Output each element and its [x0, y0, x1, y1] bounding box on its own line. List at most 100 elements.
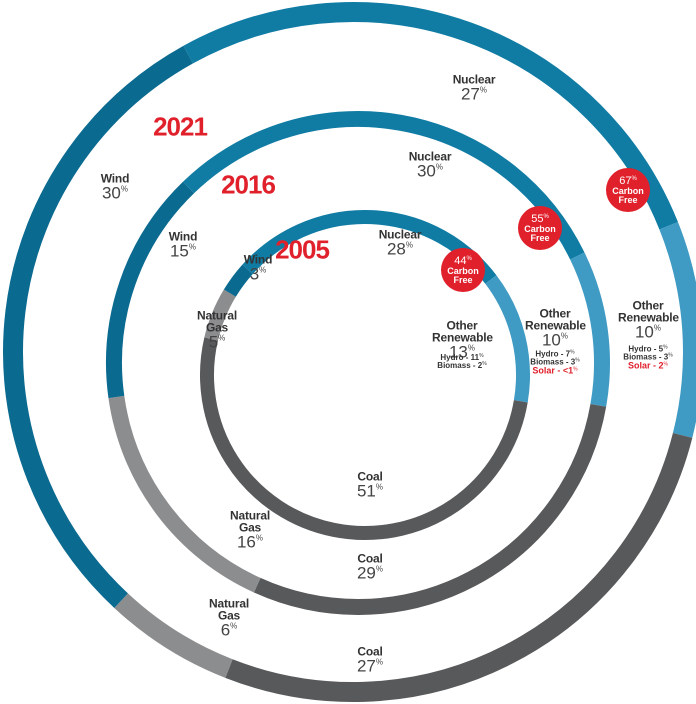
detail: Solar - 2% [623, 360, 672, 371]
segment-name: Wind [168, 229, 198, 244]
separator: - [560, 349, 564, 359]
unit: % [663, 361, 668, 368]
separator: - [565, 357, 569, 367]
detail: Hydro - 7% [530, 349, 579, 359]
year-label: 2016 [221, 169, 276, 200]
unit: % [668, 352, 673, 359]
value: 27 [356, 656, 376, 676]
unit: % [259, 265, 267, 275]
segment-value: 30% [400, 163, 460, 180]
separator: - [557, 365, 561, 376]
unit: % [375, 564, 384, 574]
detail: Biomass - 3% [530, 357, 580, 367]
value: 13 [448, 342, 468, 362]
value: 10 [541, 330, 561, 350]
detail-name: Biomass [623, 352, 657, 362]
segment-name: Wind [100, 171, 130, 186]
detail-name: Hydro [440, 353, 464, 362]
detail-name: Hydro [628, 344, 652, 354]
detail-value: 2 [477, 361, 483, 370]
segment-value: 10% [525, 332, 585, 349]
ring-segment [3, 45, 194, 608]
unit: % [575, 357, 580, 364]
value: 15 [169, 241, 189, 261]
unit: % [573, 366, 578, 373]
segment-name: Coal [357, 644, 383, 659]
detail: Hydro - 11% [437, 354, 486, 362]
unit: % [663, 344, 668, 351]
detail-value: 3 [663, 352, 669, 362]
details: Hydro - 11% Biomass - 2% [437, 354, 486, 370]
details: Hydro - 5% Biomass - 3% Solar - 2% [623, 344, 673, 371]
segment-name: Nuclear [408, 149, 452, 164]
segment-name: Coal [357, 551, 383, 566]
segment-value: 3% [228, 266, 288, 283]
ring-segment [182, 111, 585, 260]
value: 10 [634, 322, 654, 342]
segment-label: Natural Gas 6% [199, 598, 259, 639]
unit: % [570, 349, 575, 356]
detail-name: Solar [532, 365, 555, 376]
detail-name: Solar [627, 360, 651, 371]
ring-segment [183, 2, 678, 230]
value: 29 [356, 563, 376, 583]
unit: % [375, 482, 384, 492]
unit: % [479, 85, 488, 95]
separator: - [472, 361, 476, 370]
ring-segment [225, 432, 693, 702]
segment-value: 27% [340, 658, 400, 675]
value: 30 [416, 161, 436, 181]
unit: % [230, 621, 238, 631]
segment-label: Nuclear 28% [370, 229, 430, 258]
segment-value: 13% [432, 344, 492, 361]
unit: % [375, 657, 384, 667]
segment-value: 28% [370, 241, 430, 258]
value: 67 [619, 174, 632, 187]
unit: % [435, 162, 444, 172]
value: 51 [356, 481, 376, 501]
segment-label: Natural Gas 16% [220, 510, 280, 551]
detail-value: 11 [470, 353, 480, 362]
segment-name: Nuclear [378, 227, 422, 242]
segment-name: Wind [243, 252, 273, 267]
segment-value: 10% [618, 324, 678, 341]
detail-value: 7 [565, 349, 571, 359]
year-label: 2005 [275, 234, 330, 265]
value: 16 [236, 532, 256, 552]
ring-segment [108, 395, 261, 593]
badge-text: Carbon Free [524, 223, 556, 243]
separator: - [653, 360, 657, 371]
carbon-free-badge: 55% Carbon Free [518, 206, 562, 250]
segment-name: Other Renewable [525, 306, 586, 333]
unit: % [479, 353, 484, 359]
segment-value: 51% [340, 483, 400, 500]
detail: Biomass - 2% [437, 362, 486, 370]
unit: % [218, 333, 226, 343]
unit: % [543, 213, 549, 220]
value: 30 [101, 183, 121, 203]
segment-value: 16% [220, 534, 280, 551]
segment-value: 6% [199, 622, 259, 639]
segment-name: Nuclear [452, 72, 496, 87]
separator: - [658, 352, 662, 362]
ring-segment [106, 181, 195, 399]
segment-name: Other Renewable [618, 298, 679, 325]
detail: Solar - <1% [530, 365, 579, 376]
unit: % [405, 240, 414, 250]
detail-value: <1 [562, 365, 574, 376]
detail: Hydro - 5% [623, 344, 672, 354]
unit: % [188, 242, 197, 252]
ring-segment [223, 264, 253, 297]
carbon-free-badge: 44% Carbon Free [441, 248, 485, 292]
ring-segment [570, 252, 610, 407]
unit: % [466, 255, 472, 262]
unit: % [482, 361, 487, 367]
segment-label: Wind 15% [153, 231, 213, 260]
segment-value: 27% [444, 86, 504, 103]
segment-label: Other Renewable 10% [618, 298, 679, 341]
segment-value: 30% [85, 185, 145, 202]
ring-segment [659, 222, 696, 438]
segment-label: Nuclear 27% [444, 74, 504, 103]
segment-label: Nuclear 30% [400, 151, 460, 180]
